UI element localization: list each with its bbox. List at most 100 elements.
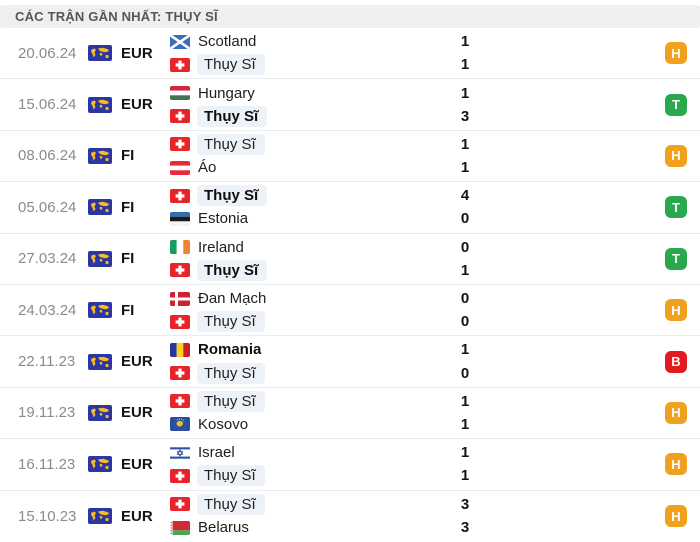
- match-row[interactable]: 15.10.23 EUR Thụy Sĩ 3 Belarus 3 H: [0, 490, 700, 542]
- team-score: 1: [460, 261, 470, 279]
- teams-and-scores: Hungary 1 Thụy Sĩ 3: [170, 79, 480, 129]
- competition: EUR: [88, 491, 170, 542]
- team-name: Thụy Sĩ: [197, 133, 265, 155]
- teams-and-scores: Thụy Sĩ 1 Kosovo 1: [170, 388, 480, 438]
- team-line: Thụy Sĩ 1: [170, 464, 480, 487]
- team-line: Romania 1: [170, 338, 480, 361]
- match-row[interactable]: 27.03.24 FI Ireland 0 Thụy Sĩ 1 T: [0, 233, 700, 285]
- team-line: Thụy Sĩ 1: [170, 259, 480, 282]
- team-name: Scotland: [198, 33, 257, 51]
- competition-label: FI: [121, 147, 135, 165]
- teams-and-scores: Thụy Sĩ 4 Estonia 0: [170, 182, 480, 232]
- result-badge: B: [665, 350, 687, 373]
- competition-label: EUR: [121, 455, 153, 473]
- team-score: 3: [460, 519, 470, 537]
- competition-label: FI: [121, 198, 135, 216]
- teams-and-scores: Romania 1 Thụy Sĩ 0: [170, 336, 480, 386]
- match-row[interactable]: 05.06.24 FI Thụy Sĩ 4 Estonia 0 T: [0, 182, 700, 234]
- team-score: 0: [460, 313, 470, 331]
- match-row[interactable]: 08.06.24 FI Thụy Sĩ 1 Áo 1 H: [0, 130, 700, 183]
- result-badge: T: [665, 196, 687, 219]
- switzerland-flag-icon: [170, 366, 190, 381]
- team-name: Estonia: [198, 210, 249, 228]
- team-line: Thụy Sĩ 1: [170, 390, 480, 413]
- result-badge: H: [665, 505, 687, 528]
- competition: FI: [88, 182, 170, 232]
- team-name: Thụy Sĩ: [197, 362, 265, 384]
- switzerland-flag-icon: [170, 57, 190, 72]
- team-line: Thụy Sĩ 0: [170, 362, 480, 385]
- world-icon: [88, 302, 112, 319]
- match-date: 22.11.23: [18, 353, 76, 371]
- competition: FI: [88, 285, 170, 335]
- switzerland-flag-icon: [170, 394, 190, 409]
- match-date: 20.06.24: [18, 44, 77, 62]
- team-line: Thụy Sĩ 1: [170, 53, 480, 76]
- team-line: Thụy Sĩ 4: [170, 184, 480, 207]
- result-badge: T: [665, 247, 687, 270]
- team-name: Thụy Sĩ: [197, 493, 265, 515]
- team-score: 1: [460, 84, 470, 102]
- team-line: Thụy Sĩ 1: [170, 133, 480, 156]
- competition-label: EUR: [121, 44, 153, 62]
- team-name: Kosovo: [198, 415, 249, 433]
- switzerland-flag-icon: [170, 137, 190, 152]
- teams-and-scores: Scotland 1 Thụy Sĩ 1: [170, 28, 480, 78]
- match-row[interactable]: 15.06.24 EUR Hungary 1 Thụy Sĩ 3 T: [0, 79, 700, 131]
- team-line: Ireland 0: [170, 236, 480, 259]
- team-line: Hungary 1: [170, 82, 480, 105]
- result-badge-cell: H: [480, 439, 700, 489]
- competition-label: EUR: [121, 404, 153, 422]
- world-icon: [88, 199, 112, 216]
- match-row[interactable]: 24.03.24 FI Đan Mạch 0 Thụy Sĩ 0 H: [0, 284, 700, 337]
- result-badge-cell: T: [480, 79, 700, 129]
- result-badge: T: [665, 93, 687, 116]
- match-row[interactable]: 22.11.23 EUR Romania 1 Thụy Sĩ 0 B: [0, 336, 700, 388]
- match-date: 05.06.24: [18, 198, 77, 216]
- team-name: Romania: [198, 341, 262, 359]
- team-line: Áo 1: [170, 156, 480, 179]
- competition-label: FI: [121, 250, 135, 268]
- switzerland-flag-icon: [170, 109, 190, 124]
- team-score: 0: [460, 210, 470, 228]
- team-line: Scotland 1: [170, 30, 480, 53]
- competition: EUR: [88, 336, 170, 386]
- team-line: Estonia 0: [170, 207, 480, 230]
- scotland-flag-icon: [170, 34, 190, 49]
- team-line: Thụy Sĩ 0: [170, 310, 480, 333]
- team-score: 1: [460, 392, 470, 410]
- estonia-flag-icon: [170, 211, 190, 226]
- result-badge-cell: H: [480, 131, 700, 181]
- match-row[interactable]: 20.06.24 EUR Scotland 1 Thụy Sĩ 1 H: [0, 28, 700, 80]
- team-name: Ireland: [198, 238, 244, 256]
- team-line: Belarus 3: [170, 516, 480, 539]
- result-badge-cell: H: [480, 285, 700, 335]
- result-badge-cell: B: [480, 336, 700, 386]
- world-icon: [88, 404, 112, 421]
- ireland-flag-icon: [170, 240, 190, 255]
- teams-and-scores: Thụy Sĩ 3 Belarus 3: [170, 491, 480, 542]
- teams-and-scores: Đan Mạch 0 Thụy Sĩ 0: [170, 285, 480, 335]
- team-score: 0: [460, 290, 470, 308]
- team-score: 1: [460, 135, 470, 153]
- result-badge: H: [665, 299, 687, 322]
- competition: FI: [88, 234, 170, 284]
- match-date: 15.10.23: [18, 507, 77, 525]
- result-badge-cell: H: [480, 388, 700, 438]
- romania-flag-icon: [170, 342, 190, 357]
- team-name: Thụy Sĩ: [197, 465, 265, 487]
- match-row[interactable]: 19.11.23 EUR Thụy Sĩ 1 Kosovo 1 H: [0, 387, 700, 440]
- match-date: 16.11.23: [18, 455, 76, 473]
- team-score: 1: [460, 341, 470, 359]
- switzerland-flag-icon: [170, 188, 190, 203]
- team-score: 3: [460, 495, 470, 513]
- result-badge: H: [665, 144, 687, 167]
- match-row[interactable]: 16.11.23 EUR Israel 1 Thụy Sĩ 1 H: [0, 439, 700, 491]
- world-icon: [88, 45, 112, 62]
- team-name: Israel: [198, 444, 235, 462]
- hungary-flag-icon: [170, 86, 190, 101]
- competition: FI: [88, 131, 170, 181]
- result-badge: H: [665, 401, 687, 424]
- team-name: Hungary: [198, 84, 255, 102]
- section-title: CÁC TRẬN GẦN NHẤT: THỤY SĨ: [15, 9, 218, 24]
